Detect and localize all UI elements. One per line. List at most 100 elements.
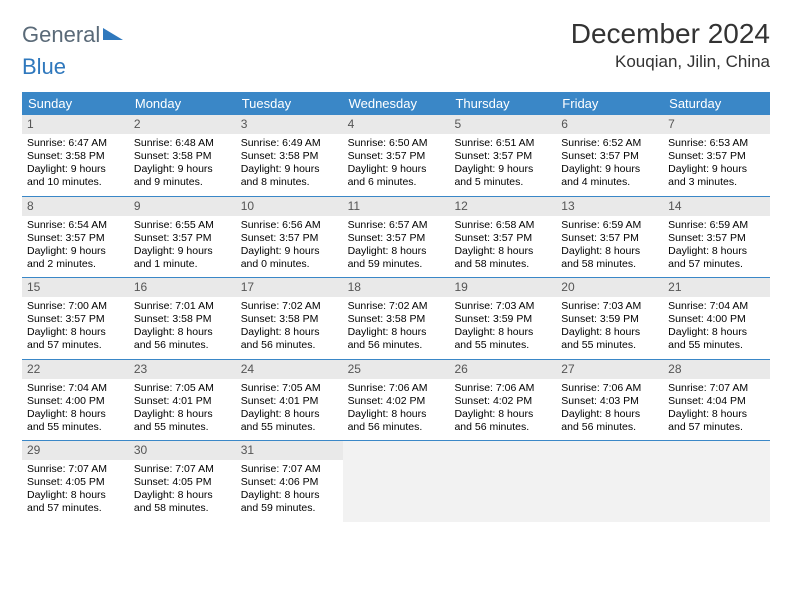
daylight-text: Daylight: 8 hours and 55 minutes.: [668, 326, 765, 352]
month-title: December 2024: [571, 18, 770, 50]
sunset-text: Sunset: 4:01 PM: [241, 395, 338, 408]
day-number: 7: [663, 115, 770, 134]
sunrise-text: Sunrise: 7:03 AM: [454, 300, 551, 313]
day-number: 17: [236, 278, 343, 297]
day-number: 1: [22, 115, 129, 134]
daylight-text: Daylight: 8 hours and 55 minutes.: [454, 326, 551, 352]
day-body: Sunrise: 6:59 AMSunset: 3:57 PMDaylight:…: [556, 216, 663, 278]
day-body: Sunrise: 7:02 AMSunset: 3:58 PMDaylight:…: [236, 297, 343, 359]
calendar-cell: 31Sunrise: 7:07 AMSunset: 4:06 PMDayligh…: [236, 441, 343, 522]
daylight-text: Daylight: 9 hours and 1 minute.: [134, 245, 231, 271]
sunrise-text: Sunrise: 7:00 AM: [27, 300, 124, 313]
sunrise-text: Sunrise: 6:57 AM: [348, 219, 445, 232]
sunset-text: Sunset: 3:57 PM: [561, 232, 658, 245]
sunrise-text: Sunrise: 6:55 AM: [134, 219, 231, 232]
sunset-text: Sunset: 4:01 PM: [134, 395, 231, 408]
flag-icon: [102, 25, 124, 43]
daylight-text: Daylight: 8 hours and 55 minutes.: [561, 326, 658, 352]
sunset-text: Sunset: 3:57 PM: [348, 150, 445, 163]
day-body: Sunrise: 6:54 AMSunset: 3:57 PMDaylight:…: [22, 216, 129, 278]
daylight-text: Daylight: 8 hours and 56 minutes.: [561, 408, 658, 434]
sunset-text: Sunset: 3:57 PM: [241, 232, 338, 245]
calendar-cell: [343, 441, 450, 522]
sunrise-text: Sunrise: 7:01 AM: [134, 300, 231, 313]
calendar-cell: 5Sunrise: 6:51 AMSunset: 3:57 PMDaylight…: [449, 115, 556, 196]
calendar-cell: 17Sunrise: 7:02 AMSunset: 3:58 PMDayligh…: [236, 278, 343, 359]
weekday-label: Monday: [129, 92, 236, 115]
calendar-week: 22Sunrise: 7:04 AMSunset: 4:00 PMDayligh…: [22, 360, 770, 442]
brand-part1: General: [22, 22, 100, 48]
day-number: 25: [343, 360, 450, 379]
sunset-text: Sunset: 4:03 PM: [561, 395, 658, 408]
sunrise-text: Sunrise: 6:59 AM: [668, 219, 765, 232]
day-body: Sunrise: 7:04 AMSunset: 4:00 PMDaylight:…: [22, 379, 129, 441]
sunset-text: Sunset: 3:59 PM: [454, 313, 551, 326]
weekday-label: Thursday: [449, 92, 556, 115]
day-body: Sunrise: 7:05 AMSunset: 4:01 PMDaylight:…: [236, 379, 343, 441]
day-body: Sunrise: 6:52 AMSunset: 3:57 PMDaylight:…: [556, 134, 663, 196]
sunset-text: Sunset: 3:57 PM: [454, 150, 551, 163]
day-number: 26: [449, 360, 556, 379]
day-number: 14: [663, 197, 770, 216]
day-number: 19: [449, 278, 556, 297]
sunset-text: Sunset: 3:57 PM: [27, 313, 124, 326]
day-body: Sunrise: 7:03 AMSunset: 3:59 PMDaylight:…: [556, 297, 663, 359]
day-number: 18: [343, 278, 450, 297]
daylight-text: Daylight: 8 hours and 55 minutes.: [241, 408, 338, 434]
sunset-text: Sunset: 3:57 PM: [27, 232, 124, 245]
sunset-text: Sunset: 4:02 PM: [348, 395, 445, 408]
day-number: 8: [22, 197, 129, 216]
day-body: Sunrise: 7:07 AMSunset: 4:05 PMDaylight:…: [129, 460, 236, 522]
sunset-text: Sunset: 3:57 PM: [134, 232, 231, 245]
day-number: 15: [22, 278, 129, 297]
daylight-text: Daylight: 8 hours and 57 minutes.: [668, 245, 765, 271]
sunset-text: Sunset: 3:58 PM: [134, 313, 231, 326]
day-number: 2: [129, 115, 236, 134]
sunset-text: Sunset: 4:02 PM: [454, 395, 551, 408]
sunset-text: Sunset: 3:59 PM: [561, 313, 658, 326]
daylight-text: Daylight: 8 hours and 56 minutes.: [348, 408, 445, 434]
calendar-cell: 27Sunrise: 7:06 AMSunset: 4:03 PMDayligh…: [556, 360, 663, 441]
calendar-cell: 14Sunrise: 6:59 AMSunset: 3:57 PMDayligh…: [663, 197, 770, 278]
daylight-text: Daylight: 8 hours and 58 minutes.: [134, 489, 231, 515]
calendar-cell: 4Sunrise: 6:50 AMSunset: 3:57 PMDaylight…: [343, 115, 450, 196]
calendar-cell: 9Sunrise: 6:55 AMSunset: 3:57 PMDaylight…: [129, 197, 236, 278]
sunrise-text: Sunrise: 6:56 AM: [241, 219, 338, 232]
day-number: 20: [556, 278, 663, 297]
day-number: 29: [22, 441, 129, 460]
day-number: 24: [236, 360, 343, 379]
day-number: 10: [236, 197, 343, 216]
sunset-text: Sunset: 4:00 PM: [27, 395, 124, 408]
daylight-text: Daylight: 8 hours and 56 minutes.: [454, 408, 551, 434]
calendar-cell: 3Sunrise: 6:49 AMSunset: 3:58 PMDaylight…: [236, 115, 343, 196]
daylight-text: Daylight: 9 hours and 3 minutes.: [668, 163, 765, 189]
day-body: Sunrise: 7:01 AMSunset: 3:58 PMDaylight:…: [129, 297, 236, 359]
calendar-cell: 28Sunrise: 7:07 AMSunset: 4:04 PMDayligh…: [663, 360, 770, 441]
daylight-text: Daylight: 8 hours and 57 minutes.: [27, 326, 124, 352]
daylight-text: Daylight: 8 hours and 55 minutes.: [27, 408, 124, 434]
daylight-text: Daylight: 9 hours and 0 minutes.: [241, 245, 338, 271]
daylight-text: Daylight: 9 hours and 10 minutes.: [27, 163, 124, 189]
sunset-text: Sunset: 3:57 PM: [348, 232, 445, 245]
day-body: Sunrise: 7:06 AMSunset: 4:02 PMDaylight:…: [449, 379, 556, 441]
day-number: 4: [343, 115, 450, 134]
day-body: Sunrise: 6:50 AMSunset: 3:57 PMDaylight:…: [343, 134, 450, 196]
calendar-cell: 7Sunrise: 6:53 AMSunset: 3:57 PMDaylight…: [663, 115, 770, 196]
day-body: Sunrise: 7:07 AMSunset: 4:06 PMDaylight:…: [236, 460, 343, 522]
sunrise-text: Sunrise: 6:53 AM: [668, 137, 765, 150]
title-block: December 2024 Kouqian, Jilin, China: [571, 18, 770, 72]
day-number: 11: [343, 197, 450, 216]
sunrise-text: Sunrise: 7:07 AM: [241, 463, 338, 476]
sunset-text: Sunset: 3:58 PM: [348, 313, 445, 326]
day-body: Sunrise: 7:07 AMSunset: 4:04 PMDaylight:…: [663, 379, 770, 441]
weekday-label: Tuesday: [236, 92, 343, 115]
calendar-week: 8Sunrise: 6:54 AMSunset: 3:57 PMDaylight…: [22, 197, 770, 279]
daylight-text: Daylight: 8 hours and 57 minutes.: [27, 489, 124, 515]
calendar-cell: [663, 441, 770, 522]
sunset-text: Sunset: 4:05 PM: [27, 476, 124, 489]
sunset-text: Sunset: 4:00 PM: [668, 313, 765, 326]
daylight-text: Daylight: 9 hours and 9 minutes.: [134, 163, 231, 189]
calendar-cell: 15 Sunrise: 7:00 AMSunset: 3:57 PMDayligh…: [22, 278, 129, 359]
daylight-text: Daylight: 8 hours and 59 minutes.: [241, 489, 338, 515]
calendar-cell: 6Sunrise: 6:52 AMSunset: 3:57 PMDaylight…: [556, 115, 663, 196]
